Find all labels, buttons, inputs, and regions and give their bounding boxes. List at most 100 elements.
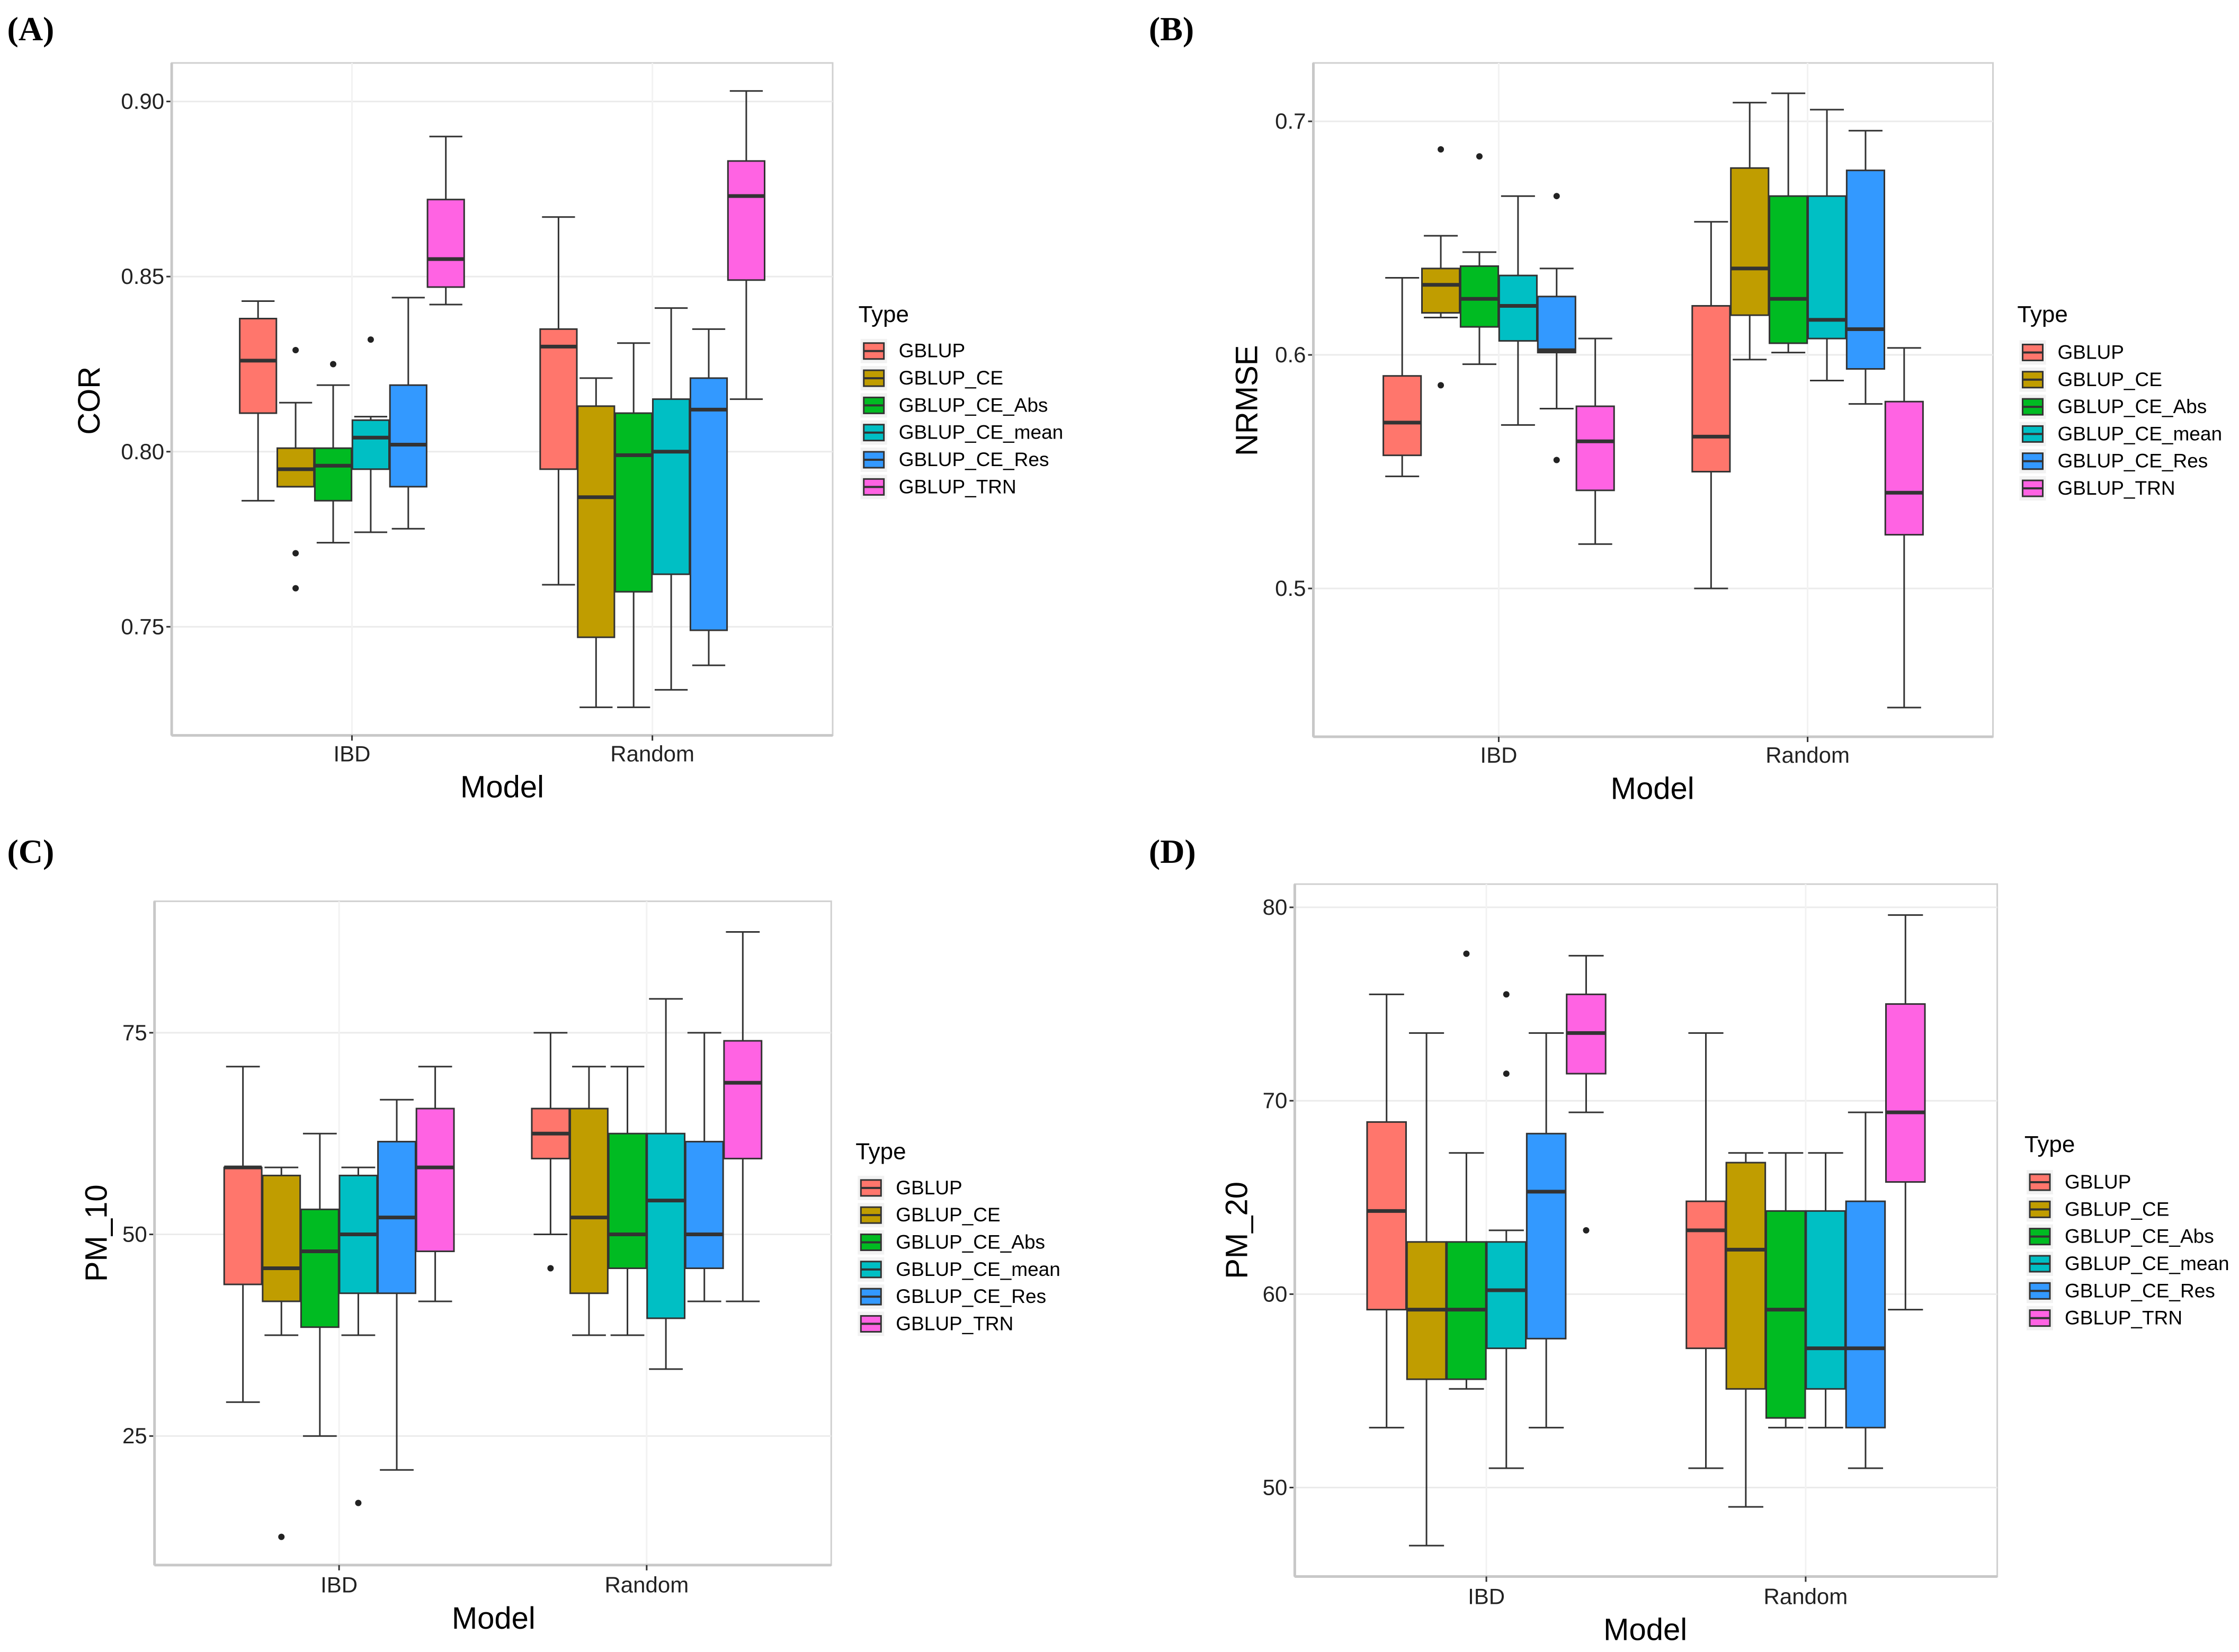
panel-label: (B) <box>1149 10 1194 48</box>
y-tick-label: 0.6 <box>1275 342 1306 367</box>
box-body <box>1885 1003 1926 1183</box>
outlier-point <box>367 336 374 343</box>
box-random-gblup-ce <box>569 1066 609 1336</box>
box-random-gblup-ce-mean <box>646 998 686 1370</box>
box-body <box>577 405 615 638</box>
legend-item: GBLUP_CE_Res <box>2019 449 2208 474</box>
box-ibd-gblup-trn <box>1575 337 1615 545</box>
box-body <box>608 1132 647 1270</box>
legend-label: GBLUP <box>896 1177 962 1199</box>
legend-item: GBLUP_CE <box>860 366 1003 391</box>
y-tick-label: 25 <box>122 1423 147 1448</box>
box-ibd-gblup <box>223 1066 263 1403</box>
y-axis-title: PM_20 <box>1219 1182 1254 1279</box>
x-tick-label: IBD <box>333 741 370 766</box>
box-body <box>389 384 427 488</box>
legend-label: GBLUP_CE_mean <box>899 422 1064 443</box>
box-random-gblup-ce <box>577 377 615 708</box>
legend-label: GBLUP <box>2058 341 2124 363</box>
box-random-gblup-trn <box>723 931 763 1302</box>
x-tick-label: IBD <box>1468 1584 1505 1609</box>
x-axis-title: Model <box>452 1601 536 1636</box>
y-tick-label: 0.5 <box>1275 576 1306 601</box>
outlier-point <box>1553 457 1560 463</box>
outlier-point <box>1503 1070 1510 1077</box>
box-body <box>652 398 691 575</box>
x-axis-title: Model <box>460 770 544 805</box>
panel-pm-20: (D) 50 60 70 80 IBD Random Model PM_20 Type GBLUP G… <box>1149 833 2229 1647</box>
y-tick-label: 80 <box>1263 895 1288 919</box>
box-random-gblup-ce-mean <box>652 307 691 691</box>
y-tick-label: 60 <box>1263 1281 1288 1306</box>
legend-label: GBLUP_CE_Abs <box>2058 396 2207 417</box>
box-ibd-gblup-trn <box>1566 954 1607 1234</box>
box-ibd-gblup-ce-mean <box>1486 991 1527 1469</box>
box-random-gblup-ce-res <box>1845 130 1886 405</box>
box-body <box>614 412 653 593</box>
box-body <box>1459 265 1500 328</box>
legend-item: GBLUP_CE <box>2027 1197 2169 1222</box>
legend-item: GBLUP <box>860 338 965 363</box>
box-body <box>314 447 353 502</box>
box-body <box>684 1140 724 1270</box>
box-ibd-gblup-ce <box>1421 146 1461 389</box>
box-random-gblup-ce-abs <box>608 1066 647 1336</box>
box-random-gblup <box>1691 221 1731 590</box>
box-ibd-gblup-trn <box>426 136 465 306</box>
box-body <box>1526 1132 1567 1340</box>
box-ibd-gblup-ce <box>262 1166 301 1540</box>
y-axis-title: NRMSE <box>1229 345 1264 456</box>
box-random-gblup-trn <box>727 90 766 400</box>
panel-label: (C) <box>7 833 55 870</box>
legend-label: GBLUP_CE <box>2065 1198 2169 1220</box>
box-body <box>262 1174 301 1302</box>
x-tick-label: Random <box>610 741 694 766</box>
box-ibd-gblup-ce-abs <box>314 361 353 544</box>
box-random-gblup-trn <box>1885 914 1926 1311</box>
legend-item: GBLUP_CE_Abs <box>860 393 1048 418</box>
box-body <box>1421 267 1461 314</box>
legend-label: GBLUP_CE_Abs <box>899 394 1048 416</box>
outlier-point <box>1476 153 1483 160</box>
box-ibd-gblup-ce-res <box>377 1099 416 1471</box>
legend-item: GBLUP_CE <box>858 1203 1001 1228</box>
legend-label: GBLUP <box>899 340 965 362</box>
legend: Type GBLUP GBLUP_CE GBLUP_CE_Abs GBLUP_CE_me… <box>2017 301 2222 501</box>
panel-label: (A) <box>7 10 55 48</box>
box-random-gblup-ce-abs <box>1765 1152 1806 1428</box>
legend-item: GBLUP_CE_Res <box>858 1284 1046 1309</box>
box-random-gblup <box>1685 1032 1726 1469</box>
legend-label: GBLUP <box>2065 1171 2131 1193</box>
y-tick-label: 0.80 <box>121 439 164 464</box>
box-ibd-gblup-trn <box>415 1066 455 1302</box>
box-ibd-gblup-ce <box>276 347 315 592</box>
box-body <box>539 328 578 470</box>
legend-item: GBLUP_CE_Abs <box>2027 1224 2214 1249</box>
box-ibd-gblup-ce-abs <box>300 1132 340 1437</box>
outlier-point <box>1438 146 1444 153</box>
box-body <box>223 1166 263 1285</box>
legend-label: GBLUP_CE <box>2058 369 2162 390</box>
y-tick-label: 0.7 <box>1275 109 1306 133</box>
legend-label: GBLUP_CE_mean <box>2058 423 2223 444</box>
y-tick-label: 0.90 <box>121 89 164 114</box>
y-tick-label: 70 <box>1263 1088 1288 1113</box>
box-body <box>1725 1162 1767 1390</box>
box-random-gblup-ce-mean <box>1805 1152 1846 1428</box>
legend-item: GBLUP_TRN <box>860 475 1016 499</box>
box-body <box>1730 167 1770 316</box>
y-axis-title: PM_10 <box>79 1184 114 1282</box>
box-body <box>239 318 278 414</box>
x-tick-label: IBD <box>320 1573 358 1597</box>
outlier-point <box>1553 193 1560 200</box>
outlier-point <box>355 1499 362 1506</box>
panel-pm-10: (C) 25 50 75 IBD Random Model PM_10 Type GBLUP GBL… <box>7 833 1060 1636</box>
outlier-point <box>1503 991 1510 998</box>
box-body <box>1769 195 1808 344</box>
box-ibd-gblup <box>1366 993 1407 1428</box>
x-axis-title: Model <box>1603 1612 1687 1647</box>
legend-label: GBLUP_CE <box>899 367 1003 389</box>
outlier-point <box>547 1265 554 1272</box>
legend-item: GBLUP_CE <box>2019 367 2162 392</box>
